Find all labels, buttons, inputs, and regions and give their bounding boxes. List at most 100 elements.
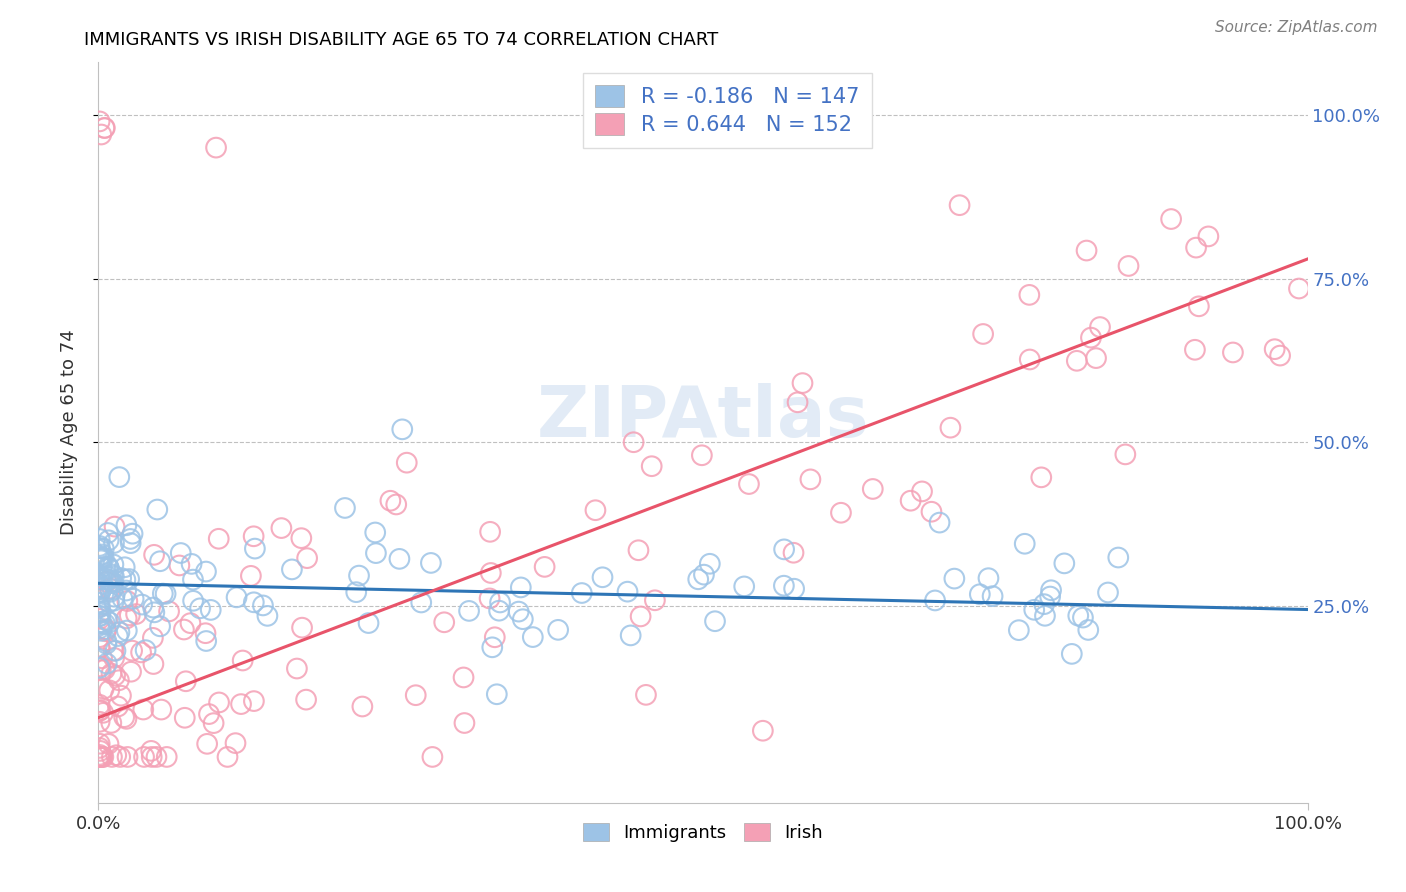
Point <box>104 644 127 658</box>
Point <box>101 567 124 582</box>
Point <box>129 645 152 659</box>
Point <box>481 640 503 655</box>
Point <box>693 567 716 582</box>
Point <box>90 663 112 677</box>
Point <box>1107 550 1129 565</box>
Point <box>547 623 569 637</box>
Point <box>620 628 643 642</box>
Point <box>89 704 111 718</box>
Point <box>89 606 111 620</box>
Point <box>592 570 614 584</box>
Point <box>93 681 115 696</box>
Point <box>627 543 650 558</box>
Point <box>91 551 114 566</box>
Point <box>485 687 508 701</box>
Point <box>101 575 124 590</box>
Point <box>94 120 117 135</box>
Point <box>100 715 122 730</box>
Point <box>174 674 197 689</box>
Point <box>103 644 125 658</box>
Point <box>773 579 796 593</box>
Point <box>89 539 111 553</box>
Point <box>488 604 510 618</box>
Point <box>1024 603 1046 617</box>
Point <box>89 750 111 764</box>
Point <box>479 524 502 539</box>
Point <box>156 750 179 764</box>
Point <box>862 482 884 496</box>
Point <box>93 551 115 566</box>
Point <box>1008 623 1031 637</box>
Point <box>115 518 138 533</box>
Point <box>571 586 593 600</box>
Point <box>96 634 118 648</box>
Point <box>169 558 191 573</box>
Point <box>1160 212 1182 227</box>
Point <box>900 493 922 508</box>
Point <box>149 554 172 568</box>
Point <box>270 521 292 535</box>
Point <box>90 128 112 142</box>
Point <box>181 594 204 608</box>
Point <box>131 598 153 612</box>
Point <box>411 595 433 609</box>
Point <box>97 561 120 575</box>
Point <box>1080 331 1102 345</box>
Point <box>385 498 408 512</box>
Point <box>1033 597 1056 611</box>
Point <box>98 595 121 609</box>
Point <box>150 702 173 716</box>
Point <box>195 634 218 648</box>
Point <box>1114 447 1136 461</box>
Point <box>1076 244 1098 258</box>
Point <box>142 600 165 615</box>
Point <box>217 750 239 764</box>
Point <box>89 737 111 751</box>
Point <box>232 653 254 667</box>
Point <box>132 750 155 764</box>
Point <box>357 616 380 631</box>
Point <box>225 591 247 605</box>
Point <box>1188 299 1211 313</box>
Point <box>208 532 231 546</box>
Point <box>388 552 411 566</box>
Point <box>96 637 118 651</box>
Point <box>1264 342 1286 356</box>
Point <box>103 651 125 665</box>
Point <box>1018 352 1040 367</box>
Point <box>1268 349 1291 363</box>
Point <box>89 661 111 675</box>
Point <box>205 140 228 154</box>
Point <box>291 621 314 635</box>
Point <box>688 572 710 586</box>
Point <box>93 541 115 556</box>
Point <box>256 608 278 623</box>
Point <box>90 605 112 619</box>
Point <box>1060 647 1083 661</box>
Point <box>752 723 775 738</box>
Point <box>91 616 114 631</box>
Point <box>89 596 111 610</box>
Point <box>1039 590 1062 604</box>
Point <box>89 659 111 673</box>
Point <box>98 683 121 698</box>
Point <box>122 591 145 606</box>
Point <box>97 570 120 584</box>
Point <box>433 615 456 630</box>
Point <box>173 623 195 637</box>
Point <box>120 532 142 546</box>
Point <box>115 583 138 598</box>
Point <box>89 714 111 729</box>
Point <box>484 630 506 644</box>
Point <box>243 595 266 609</box>
Point <box>453 670 475 684</box>
Point <box>94 624 117 639</box>
Point <box>478 591 501 606</box>
Point <box>347 568 370 582</box>
Point <box>135 643 157 657</box>
Point <box>1222 345 1244 359</box>
Point <box>155 587 177 601</box>
Point <box>634 688 657 702</box>
Point <box>1197 229 1219 244</box>
Point <box>229 697 252 711</box>
